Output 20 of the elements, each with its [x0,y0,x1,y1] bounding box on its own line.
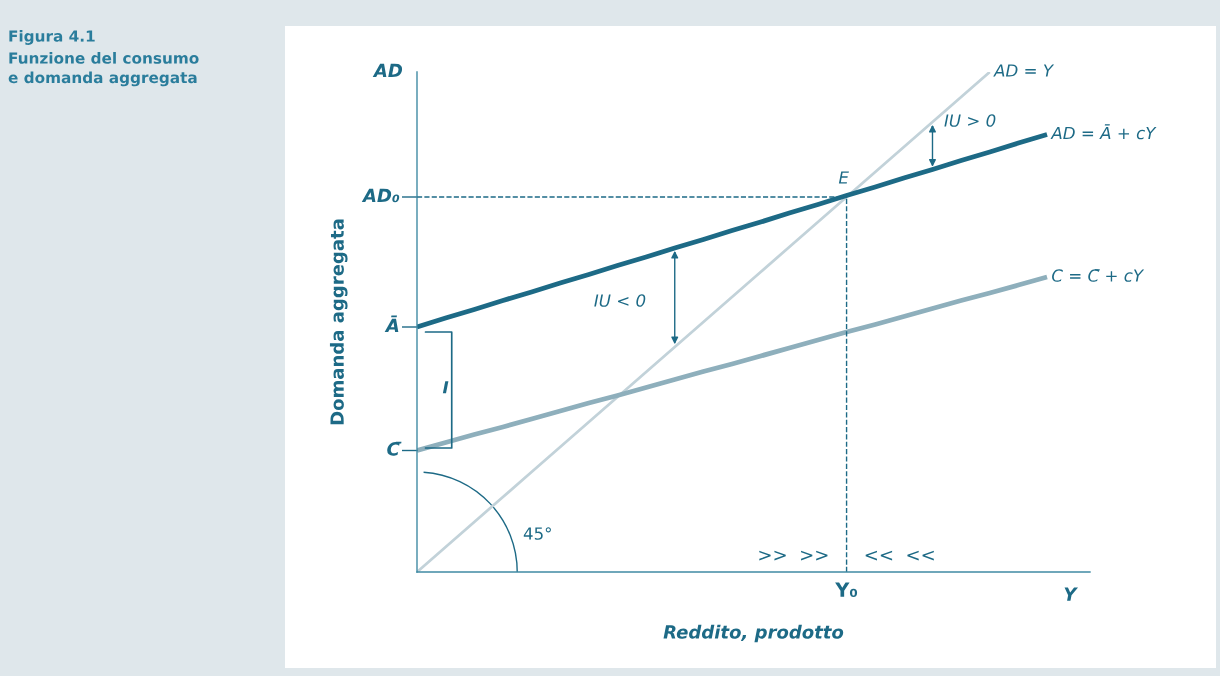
series-label: AD = Ā + cY [1050,124,1157,140]
series-label: AD = Y [993,64,1055,77]
annotation: >> >> [759,550,828,561]
annotation: 45° [523,527,551,540]
text: C̄ [387,441,402,456]
series-label: C = C̄ + cY [1052,269,1145,282]
annotation: IU < 0 [594,294,646,307]
text: Ā [384,315,399,332]
text: Y₀ [835,582,858,597]
text: Y [1064,587,1079,601]
annotation: << << [865,550,934,561]
text: Funzione del consumo e domanda aggregata [8,52,199,87]
x-axis-title: Reddito, prodotto [663,624,844,643]
text: AD [372,63,403,77]
y-axis-title: Domanda aggregata [329,219,348,425]
annotation: E [838,171,849,184]
text: Figura 4.1 [9,30,95,45]
annotation: IU > 0 [944,114,996,127]
annotation: I [442,381,449,394]
ref-line-label: AD₀ [361,188,400,203]
